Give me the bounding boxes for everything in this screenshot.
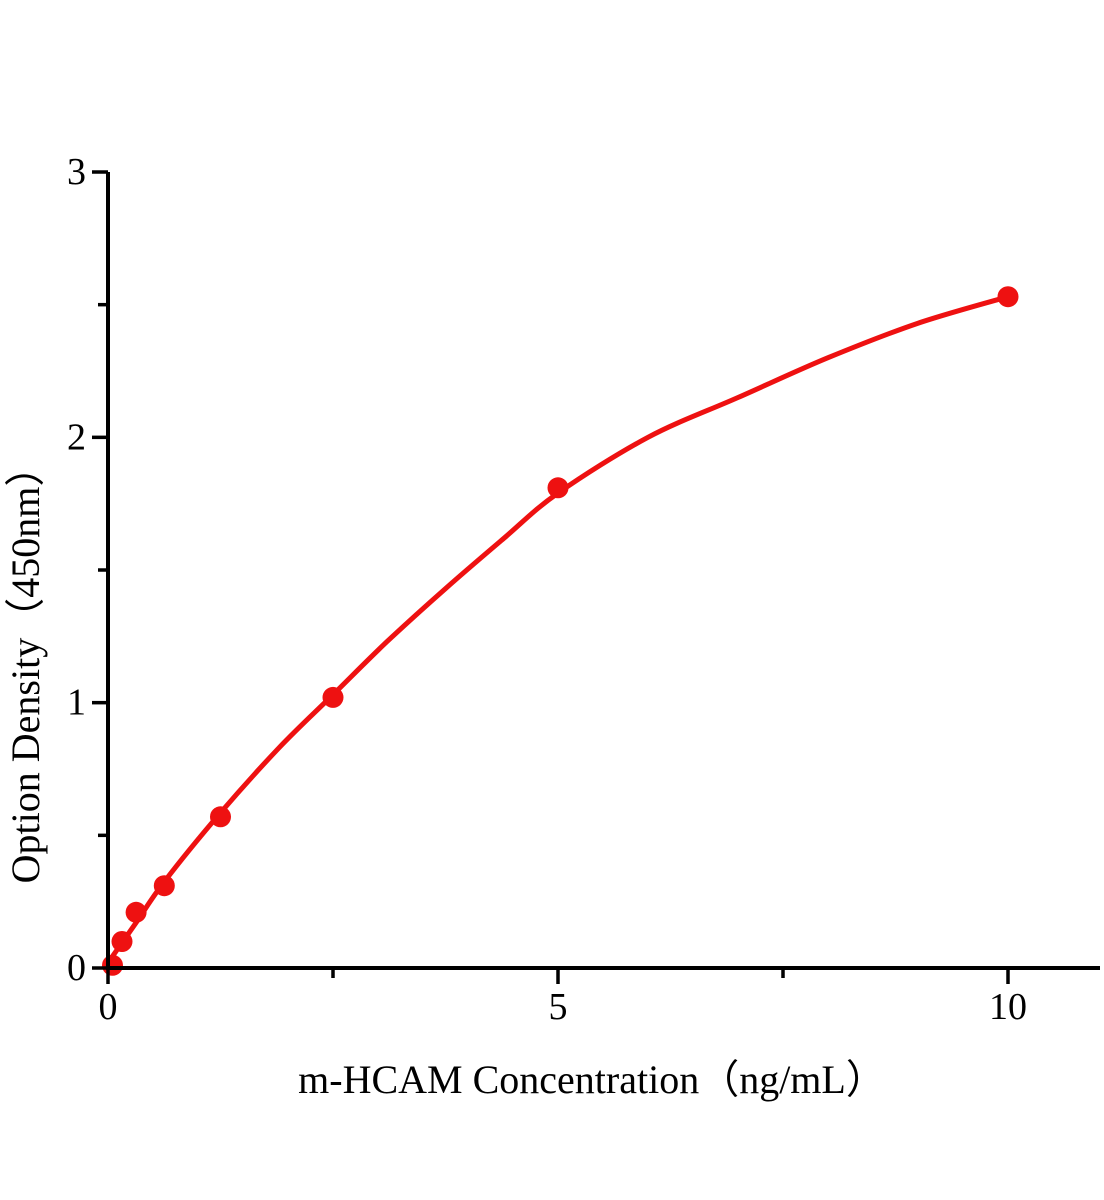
data-point <box>322 686 344 708</box>
y-tick-label: 2 <box>67 416 86 458</box>
data-point <box>997 286 1019 308</box>
data-point <box>125 901 147 923</box>
y-tick-label: 0 <box>67 947 86 989</box>
fit-curve <box>105 294 1011 966</box>
data-point <box>111 931 133 952</box>
data-point <box>547 477 569 499</box>
y-tick-label: 1 <box>67 682 86 724</box>
tick-label-layer: 0 1 2 3 0 5 10 <box>67 151 1027 1028</box>
x-tick-label: 0 <box>99 986 118 1028</box>
data-point <box>102 954 123 976</box>
data-point <box>153 875 175 897</box>
data-layer <box>102 286 1019 976</box>
x-tick-label: 5 <box>549 986 568 1028</box>
y-axis-title: Option Density（450nm） <box>3 447 48 884</box>
y-tick-label: 3 <box>67 151 86 193</box>
data-point <box>210 806 231 828</box>
x-axis-title: m-HCAM Concentration（ng/mL） <box>298 1057 886 1102</box>
axis-layer <box>92 170 1100 984</box>
x-tick-label: 10 <box>989 986 1027 1028</box>
